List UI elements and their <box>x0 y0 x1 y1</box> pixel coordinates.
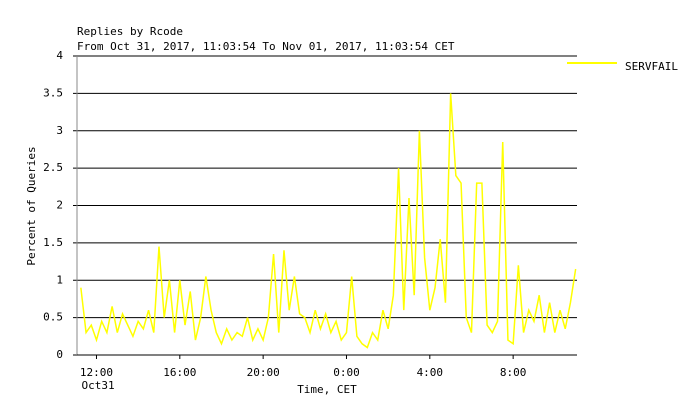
x-tick-label: 16:00 <box>163 366 196 379</box>
y-axis-label: Percent of Queries <box>25 146 38 265</box>
x-tick-label: 0:00 <box>333 366 360 379</box>
x-tick-label: 8:00 <box>500 366 527 379</box>
x-tick-label: 20:00 <box>247 366 280 379</box>
y-tick-label: 2 <box>56 199 63 212</box>
y-tick-label: 3 <box>56 124 63 137</box>
series-line <box>80 93 577 349</box>
chart-subtitle: From Oct 31, 2017, 11:03:54 To Nov 01, 2… <box>77 40 455 53</box>
chart-title: Replies by Rcode <box>77 25 183 38</box>
legend-label: SERVFAIL <box>625 60 678 73</box>
y-tick-label: 1.5 <box>43 236 63 249</box>
x-axis-label: Time, CET <box>297 383 357 396</box>
y-tick-label: 0.5 <box>43 311 63 324</box>
x-date-label: Oct31 <box>81 379 114 392</box>
y-tick-label: 4 <box>56 49 63 62</box>
x-tick-label: 12:00 <box>80 366 113 379</box>
y-tick-label: 1 <box>56 273 63 286</box>
y-tick-label: 2.5 <box>43 161 63 174</box>
x-tick-label: 4:00 <box>417 366 444 379</box>
y-tick-label: 0 <box>56 348 63 361</box>
y-tick-label: 3.5 <box>43 86 63 99</box>
